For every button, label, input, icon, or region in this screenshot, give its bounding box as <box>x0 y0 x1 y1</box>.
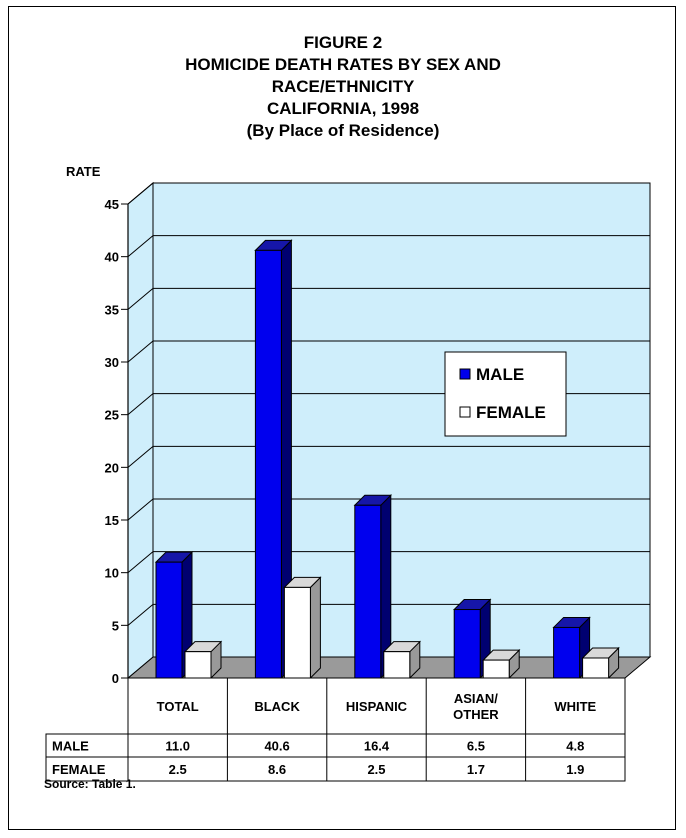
legend-label: FEMALE <box>476 403 546 422</box>
bar-side <box>309 576 321 680</box>
data-label: 2.5 <box>169 762 187 777</box>
bar-front <box>184 651 212 679</box>
data-table: TOTAL 11.0 2.5 BLACK 40.6 8.6 HISPANIC 16.4 2.5 A… <box>45 677 626 782</box>
bar-front <box>582 657 610 679</box>
gridline-wall <box>127 603 154 626</box>
bar-front <box>155 561 183 679</box>
y-tick-label: 15 <box>105 513 119 528</box>
bar-male <box>353 494 393 680</box>
legend-swatch <box>459 406 471 418</box>
legend: MALE FEMALE <box>444 351 567 437</box>
plot-back-wall <box>152 182 651 658</box>
title-line-2: HOMICIDE DEATH RATES BY SEX AND <box>185 55 501 74</box>
bar-female <box>283 576 322 680</box>
bars <box>154 239 620 680</box>
data-label: 8.6 <box>268 762 286 777</box>
data-label: 2.5 <box>367 762 385 777</box>
bar-front <box>254 249 282 679</box>
title-line-5: (By Place of Residence) <box>246 121 440 140</box>
gridline-wall <box>127 340 154 363</box>
x-tick-label: BLACK <box>254 699 300 714</box>
x-tick-label: TOTAL <box>157 699 199 714</box>
gridline-wall <box>127 498 154 521</box>
gridline-wall <box>127 182 154 205</box>
data-label: 11.0 <box>165 739 190 754</box>
y-tick-label: 20 <box>105 460 119 475</box>
title-line-4: CALIFORNIA, 1998 <box>266 99 420 118</box>
bar-front <box>283 586 311 679</box>
gridline-wall <box>127 393 154 416</box>
bar-female <box>382 640 422 680</box>
data-label: 6.5 <box>467 739 485 754</box>
x-tick-label: WHITE <box>554 699 596 714</box>
row-label: FEMALE <box>52 762 106 777</box>
legend-label: MALE <box>476 365 524 384</box>
y-tick-label: 25 <box>105 408 119 423</box>
source-note: Source: Table 1. <box>44 777 136 791</box>
y-tick-label: 30 <box>105 355 119 370</box>
bar-front <box>553 626 581 679</box>
bar-male <box>452 598 492 680</box>
legend-swatch <box>459 368 471 380</box>
bar-front <box>383 651 411 679</box>
title-line-3: RACE/ETHNICITY <box>271 77 415 96</box>
x-tick-label: OTHER <box>453 707 499 722</box>
y-tick-label: 0 <box>112 671 119 686</box>
gridline-wall <box>127 551 154 574</box>
y-axis-label: RATE <box>66 164 101 179</box>
gridline-wall <box>127 287 154 310</box>
bar-female <box>481 648 521 680</box>
row-label: MALE <box>52 739 89 754</box>
y-tick-label: 35 <box>105 302 119 317</box>
bar-female <box>581 646 620 680</box>
data-label: 16.4 <box>364 739 390 754</box>
plot-left-wall <box>127 181 154 680</box>
data-label: 40.6 <box>264 739 289 754</box>
x-tick-label: HISPANIC <box>346 699 408 714</box>
bar-front <box>453 609 481 679</box>
x-tick-label: ASIAN/ <box>454 691 498 706</box>
bar-male <box>552 616 591 680</box>
bar-front <box>354 504 382 679</box>
legend-box <box>444 351 567 437</box>
bar-front <box>482 659 510 679</box>
y-tick-label: 10 <box>105 566 119 581</box>
data-label: 1.7 <box>467 762 485 777</box>
y-tick-label: 40 <box>105 250 119 265</box>
chart-title: FIGURE 2 HOMICIDE DEATH RATES BY SEX AND… <box>0 32 686 142</box>
bar-female <box>183 640 223 680</box>
gridline-wall <box>127 445 154 468</box>
gridline-wall <box>127 235 154 258</box>
title-line-1: FIGURE 2 <box>303 33 383 52</box>
data-label: 1.9 <box>566 762 584 777</box>
y-tick-label: 45 <box>105 197 119 212</box>
figure-frame <box>8 6 676 830</box>
y-tick-label: 5 <box>112 618 119 633</box>
data-label: 4.8 <box>566 739 584 754</box>
